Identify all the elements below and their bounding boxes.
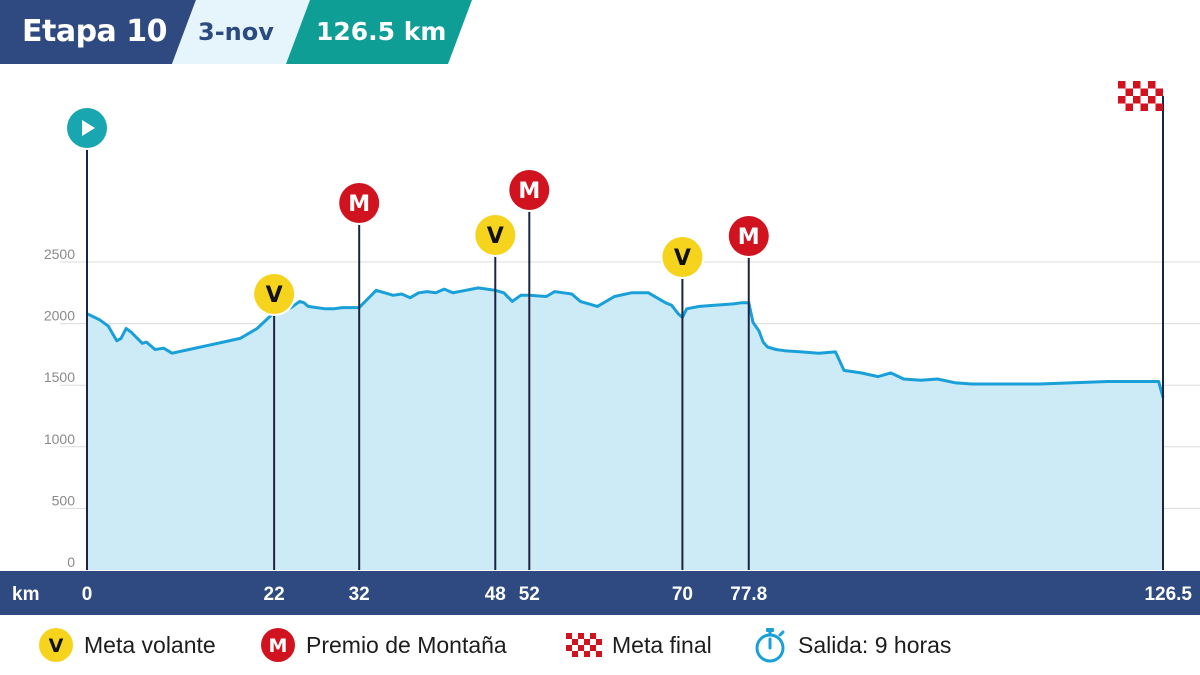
stage-title: Etapa 10 [22, 14, 168, 49]
sprint-marker-letter: V [674, 246, 691, 271]
stage-banner: Etapa 10 3-nov 126.5 km [0, 0, 480, 64]
mountain-icon: M [261, 628, 295, 662]
elevation-line [86, 286, 1165, 398]
x-tick-label: 126.5 [1144, 584, 1192, 605]
y-tick-label: 0 [67, 554, 75, 570]
y-tick-label: 2500 [44, 246, 75, 262]
sprint-icon-letter: V [49, 635, 64, 657]
y-tick-label: 1000 [44, 431, 75, 447]
x-tick-label: 32 [349, 584, 370, 605]
legend-sprint-label: Meta volante [84, 631, 216, 658]
legend-start: Salida: 9 horas [752, 627, 951, 663]
y-axis-labels: 0 500 1000 1500 2000 2500 [44, 246, 75, 570]
stage-title-bg [0, 0, 196, 64]
sprint-marker [254, 274, 295, 314]
mountain-marker-letter: M [518, 179, 540, 204]
legend-start-label: Salida: 9 horas [798, 631, 952, 658]
sprint-marker-letter: V [487, 224, 504, 249]
y-tick-label: 1500 [44, 369, 75, 385]
mountain-marker-letter: M [348, 192, 370, 217]
x-tick-label: 70 [672, 584, 693, 605]
x-tick-label: 22 [264, 584, 285, 605]
stage-distance: 126.5 km [316, 17, 447, 46]
stage-date: 3-nov [198, 18, 274, 46]
y-tick-label: 2000 [44, 308, 75, 324]
legend-finish-label: Meta final [612, 631, 712, 658]
legend-mountain: M Premio de Montaña [260, 627, 507, 663]
mountain-marker [728, 216, 769, 256]
banner-shapes [0, 0, 472, 64]
legend-sprint: V Meta volante [38, 627, 216, 663]
sprint-marker [662, 237, 703, 277]
mountain-marker [339, 183, 380, 223]
x-axis-tick-labels: 0 22 32 48 52 70 77.8 126.5 [82, 584, 1193, 605]
legend-finish: Meta final [566, 627, 712, 663]
km-axis-bar [0, 571, 1200, 615]
legend-mountain-label: Premio de Montaña [306, 631, 507, 658]
mountain-icon-letter: M [269, 635, 288, 657]
elevation-area [87, 287, 1163, 570]
stage-date-bg [172, 0, 310, 64]
stage-distance-bg [286, 0, 472, 64]
finish-flag-icon [1118, 81, 1163, 111]
sprint-marker [475, 215, 516, 255]
x-axis-unit: km [12, 584, 39, 605]
play-icon [82, 120, 95, 136]
x-tick-label: 77.8 [730, 584, 767, 605]
x-tick-label: 48 [485, 584, 506, 605]
sprint-icon: V [39, 628, 73, 662]
checkered-flag-icon [566, 633, 602, 657]
x-tick-label: 0 [82, 584, 93, 605]
stopwatch-icon [755, 628, 785, 663]
y-tick-label: 500 [52, 492, 76, 508]
mountain-marker [509, 170, 550, 210]
x-tick-label: 52 [519, 584, 540, 605]
sprint-marker-letter: V [266, 283, 283, 308]
legend: V Meta volante M Premio de Montaña Meta … [0, 615, 1200, 675]
mountain-marker-letter: M [738, 225, 760, 250]
